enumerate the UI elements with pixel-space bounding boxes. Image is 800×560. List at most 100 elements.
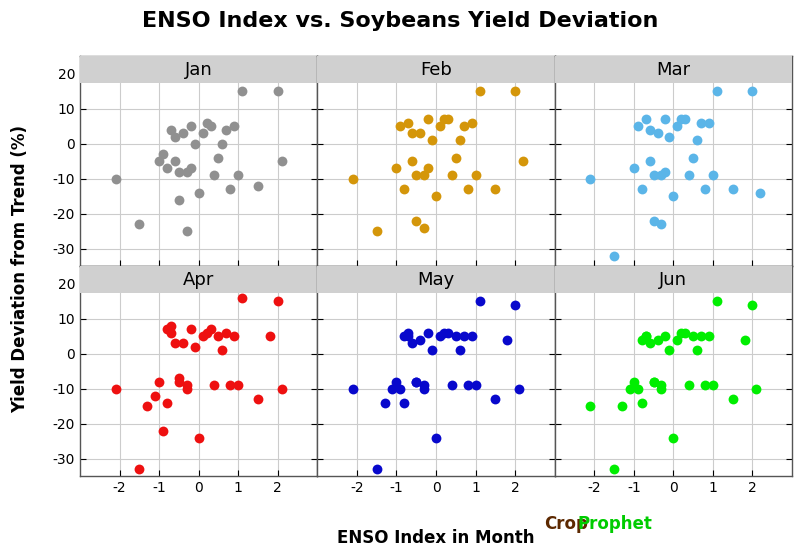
Point [145,73,158,82]
Point [181,384,194,393]
Point [442,328,454,337]
Point [446,170,458,179]
Point [726,394,739,403]
Point [390,164,403,172]
Point [184,122,197,130]
Text: Crop: Crop [544,515,588,533]
Point [232,170,245,179]
Point [133,464,146,473]
Point [109,174,122,183]
Point [169,132,182,141]
Point [643,338,656,347]
Point [655,220,668,228]
Point [216,139,229,148]
Point [346,174,359,183]
Point [671,122,684,130]
Point [710,86,723,95]
Point [462,185,474,194]
Point [402,332,414,340]
Point [346,384,359,393]
Point [710,297,723,306]
Point [469,381,482,390]
FancyBboxPatch shape [318,56,554,83]
Point [251,181,264,190]
Point [469,170,482,179]
Point [489,185,502,194]
Point [220,328,233,337]
Point [643,125,656,134]
Point [517,156,530,166]
Point [192,188,205,197]
Point [410,216,422,225]
Point [228,122,241,130]
Point [184,324,197,333]
Point [655,384,668,393]
Point [458,332,470,340]
Point [390,377,403,386]
Point [663,346,676,354]
Point [694,118,707,127]
Point [181,381,194,390]
Point [438,115,450,124]
Point [706,170,719,179]
Text: Yield Deviation from Trend (%): Yield Deviation from Trend (%) [11,125,29,413]
Point [615,402,628,410]
Point [738,335,751,344]
Point [236,293,249,302]
Point [418,384,430,393]
Point [204,122,217,130]
Point [473,297,486,306]
Point [675,328,688,337]
Point [418,170,430,179]
Point [370,464,383,473]
Point [513,384,526,393]
Point [216,346,229,354]
Point [394,122,407,130]
Point [173,195,186,204]
Point [263,332,276,340]
Point [466,332,478,340]
Point [251,394,264,403]
Point [682,170,695,179]
Point [619,73,632,82]
Point [173,374,186,382]
Point [208,170,221,179]
Point [212,153,225,162]
Point [434,332,446,340]
Point [426,136,438,144]
Point [647,170,660,179]
Point [659,167,672,176]
Point [394,384,407,393]
Point [169,156,182,166]
Point [212,332,225,340]
Point [667,192,680,200]
Point [501,335,514,344]
Point [161,164,174,172]
Point [686,153,699,162]
Point [161,324,174,333]
Point [196,129,209,138]
Point [398,185,410,194]
Point [679,328,692,337]
Point [690,136,703,144]
Point [196,332,209,340]
Point [232,381,245,390]
Point [454,346,466,354]
Point [109,384,122,393]
Point [639,332,652,340]
Point [386,384,399,393]
Point [458,122,470,130]
Point [655,170,668,179]
Point [141,402,154,410]
Point [450,332,462,340]
Point [192,433,205,442]
Point [402,118,414,127]
Point [698,185,711,194]
Point [208,381,221,390]
Point [200,118,213,127]
Point [398,332,410,340]
Point [659,115,672,124]
Text: Jun: Jun [659,270,687,288]
Point [627,164,640,172]
Point [430,433,442,442]
